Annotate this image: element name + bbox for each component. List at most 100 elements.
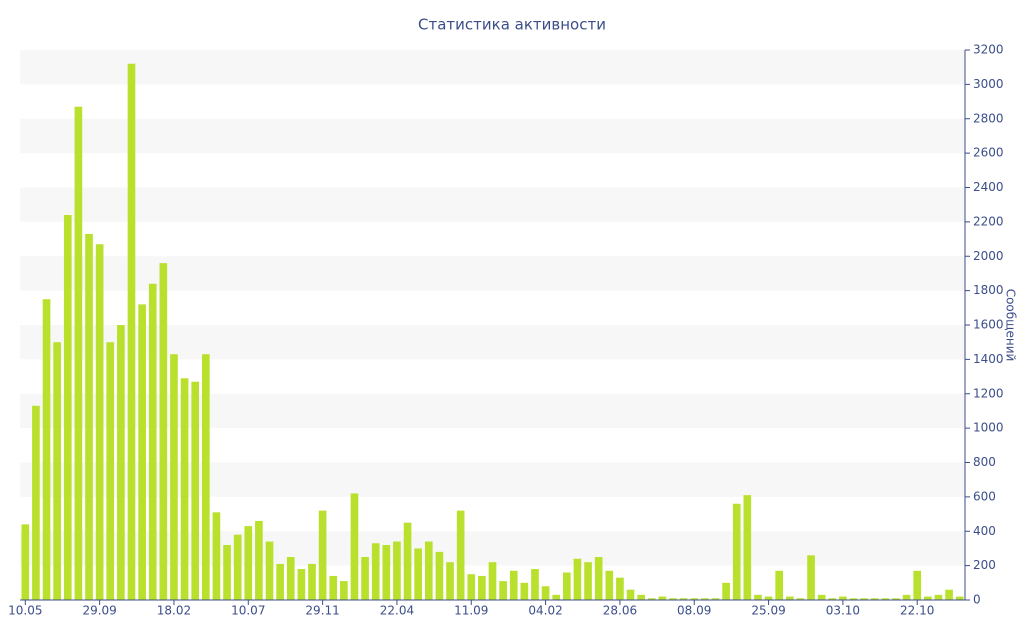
y-tick-label: 2000	[973, 249, 1004, 263]
bar	[53, 342, 61, 600]
bar	[924, 596, 932, 600]
y-tick-label: 1000	[973, 421, 1004, 435]
x-tick-label: 04.02	[528, 604, 562, 618]
x-tick-label: 29.11	[305, 604, 339, 618]
y-tick-label: 2200	[973, 214, 1004, 228]
bar	[318, 510, 327, 600]
bar	[839, 596, 847, 600]
bar	[488, 562, 497, 600]
grid-band	[20, 187, 965, 222]
bar	[499, 581, 507, 600]
bar	[276, 563, 284, 600]
bar	[796, 598, 805, 600]
bar	[563, 572, 571, 600]
y-tick-label: 3200	[973, 43, 1004, 57]
bar	[594, 557, 603, 600]
bar	[63, 215, 72, 600]
bar	[180, 378, 189, 600]
bar	[626, 589, 635, 600]
bar	[371, 543, 380, 600]
bar	[233, 534, 242, 600]
bar	[616, 577, 624, 600]
y-tick-label: 1400	[973, 352, 1004, 366]
x-tick-label: 03.10	[826, 604, 860, 618]
bar	[424, 541, 433, 600]
bar	[531, 569, 539, 600]
bar	[223, 545, 231, 600]
bar	[860, 598, 868, 600]
y-tick-label: 1200	[973, 386, 1004, 400]
y-tick-label: 400	[973, 524, 996, 538]
bar	[308, 563, 316, 600]
bar	[393, 541, 401, 600]
bar	[881, 598, 890, 600]
bar	[286, 557, 295, 600]
bar	[148, 283, 157, 600]
y-tick-label: 800	[973, 455, 996, 469]
bar	[85, 233, 93, 600]
x-tick-label: 22.10	[900, 604, 934, 618]
grid-band	[20, 50, 965, 85]
bar	[541, 586, 550, 600]
y-tick-label: 0	[973, 593, 981, 607]
bar	[743, 495, 752, 600]
bar	[467, 574, 476, 600]
bar	[244, 526, 253, 600]
bar	[456, 510, 465, 600]
bar	[340, 581, 348, 600]
x-tick-label: 22.04	[380, 604, 414, 618]
bar	[775, 570, 784, 600]
bar	[255, 520, 263, 600]
bar	[679, 598, 688, 600]
y-tick-label: 200	[973, 558, 996, 572]
x-tick-label: 25.09	[751, 604, 785, 618]
bar	[127, 63, 136, 600]
bar	[722, 582, 730, 600]
bar	[647, 598, 656, 600]
bar	[21, 524, 30, 600]
bar	[265, 541, 274, 600]
bar	[870, 598, 879, 600]
bar	[32, 405, 40, 600]
x-tick-label: 10.07	[231, 604, 265, 618]
bar	[817, 594, 826, 600]
bar	[913, 570, 922, 600]
y-tick-label: 2800	[973, 111, 1004, 125]
bar	[509, 570, 518, 600]
bar	[732, 503, 741, 600]
bar	[361, 557, 369, 600]
bar	[42, 299, 51, 600]
y-axis-label: Сообщений	[1004, 289, 1018, 362]
bar	[785, 596, 794, 600]
bar	[584, 562, 592, 600]
bar	[669, 598, 677, 600]
grid-band	[20, 325, 965, 360]
bar	[201, 354, 210, 600]
bar	[711, 598, 720, 600]
grid-band	[20, 118, 965, 154]
bar	[701, 598, 709, 600]
bar	[658, 596, 667, 600]
bar	[828, 598, 837, 600]
x-tick-label: 11.09	[454, 604, 488, 618]
bar	[807, 555, 815, 600]
bar	[934, 594, 943, 600]
bar	[74, 106, 83, 600]
bar	[637, 594, 645, 600]
x-tick-label: 28.06	[603, 604, 637, 618]
y-tick-label: 3000	[973, 77, 1004, 91]
bar	[159, 263, 168, 600]
bar	[212, 512, 221, 600]
bar	[106, 342, 115, 600]
bar	[605, 570, 614, 600]
bar	[95, 244, 104, 600]
grid-band	[20, 256, 965, 291]
x-tick-label: 29.09	[82, 604, 116, 618]
bar	[849, 598, 858, 600]
bar	[902, 594, 911, 600]
bar	[329, 575, 338, 600]
bar	[350, 493, 359, 600]
bar	[552, 594, 561, 600]
bar	[403, 522, 412, 600]
